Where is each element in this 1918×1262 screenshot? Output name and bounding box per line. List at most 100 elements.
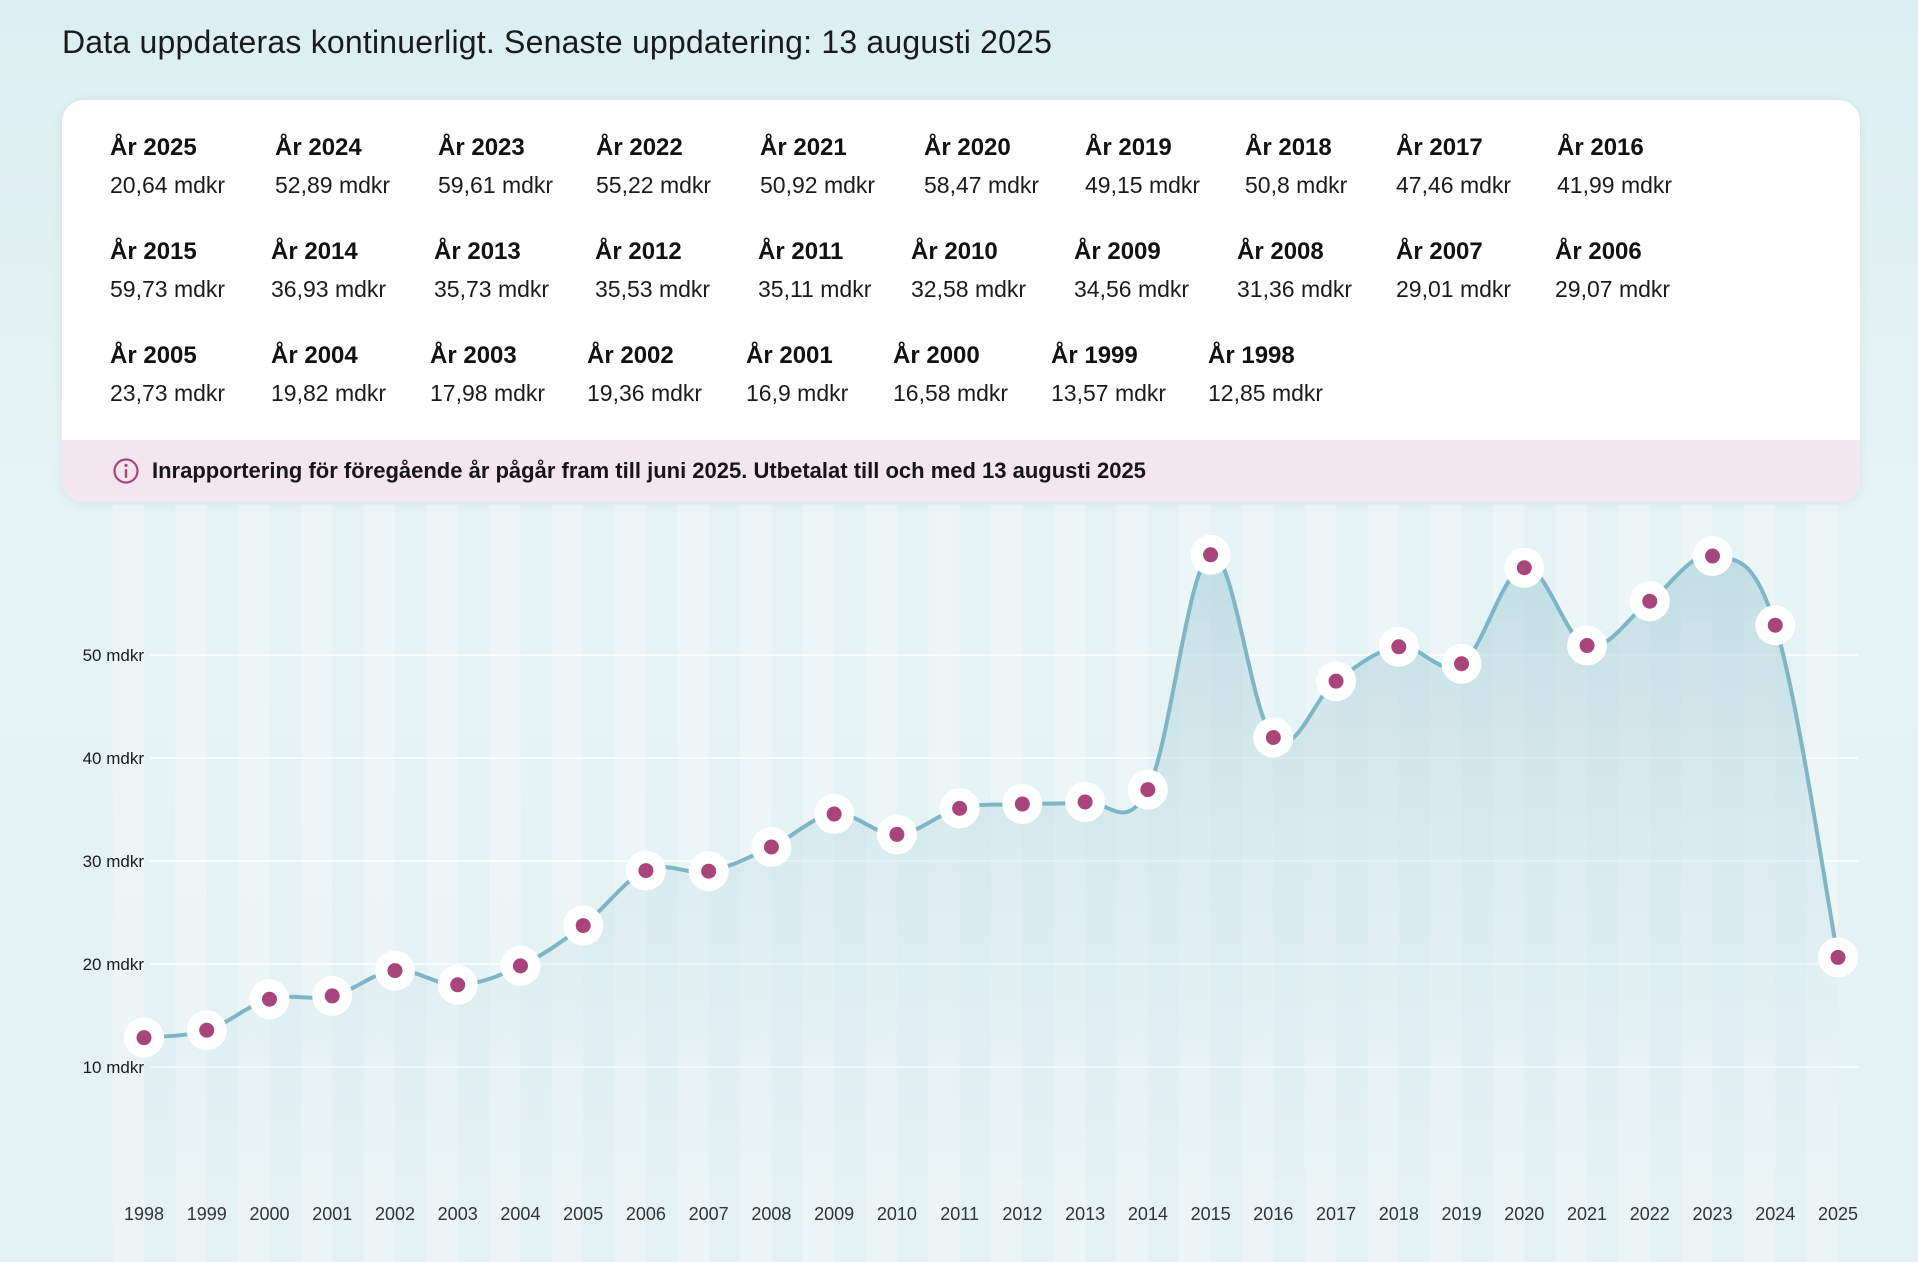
point-marker: [952, 800, 968, 816]
page-title: Data uppdateras kontinuerligt. Senaste u…: [62, 24, 1053, 60]
data-point: [1316, 661, 1357, 702]
y-tick-label: 40 mdkr: [83, 749, 145, 768]
data-point: [751, 826, 792, 867]
year-value: 29,07 mdkr: [1555, 276, 1671, 302]
year-item: År 2003 17,98 mdkr: [430, 342, 545, 407]
point-marker: [889, 826, 905, 842]
data-point: [814, 794, 855, 835]
data-point: [1504, 547, 1545, 588]
year-label: År 2008: [1237, 238, 1324, 265]
point-marker: [1705, 548, 1721, 564]
year-value: 52,89 mdkr: [275, 172, 391, 198]
year-label: År 2009: [1074, 238, 1161, 265]
year-row: År 2025 20,64 mdkr År 2024 52,89 mdkr År 2…: [110, 134, 1810, 238]
year-item: År 2006 29,07 mdkr: [1555, 238, 1670, 303]
x-tick-label: 2022: [1630, 1204, 1670, 1224]
data-point: [876, 814, 917, 855]
year-label: År 2016: [1557, 134, 1644, 161]
data-point: [437, 964, 478, 1005]
year-value: 32,58 mdkr: [911, 276, 1027, 302]
year-item: År 2024 52,89 mdkr: [275, 134, 390, 199]
point-marker: [324, 988, 340, 1004]
year-item: År 2001 16,9 mdkr: [746, 342, 848, 407]
x-tick-label: 2000: [249, 1204, 289, 1224]
year-value: 35,53 mdkr: [595, 276, 711, 302]
data-point: [1253, 717, 1294, 758]
point-marker: [701, 863, 717, 879]
yearly-summary-panel: År 2025 20,64 mdkr År 2024 52,89 mdkr År 2…: [62, 100, 1860, 502]
year-label: År 2003: [430, 342, 517, 369]
x-tick-label: 2017: [1316, 1204, 1356, 1224]
year-value: 41,99 mdkr: [1557, 172, 1673, 198]
year-row: År 2005 23,73 mdkr År 2004 19,82 mdkr År 2…: [110, 342, 1810, 446]
y-axis-labels: 10 mdkr 20 mdkr 30 mdkr 40 mdkr 50 mdkr: [83, 646, 145, 1077]
point-marker: [1140, 782, 1156, 798]
point-marker: [136, 1030, 152, 1046]
year-label: År 2005: [110, 342, 197, 369]
year-value: 35,73 mdkr: [434, 276, 550, 302]
year-value: 36,93 mdkr: [271, 276, 387, 302]
year-value: 49,15 mdkr: [1085, 172, 1201, 198]
year-item: År 2021 50,92 mdkr: [760, 134, 875, 199]
year-item: År 2022 55,22 mdkr: [596, 134, 711, 199]
reporting-notice: Inrapportering för föregående år pågår f…: [62, 440, 1860, 502]
x-tick-label: 2020: [1504, 1204, 1544, 1224]
x-tick-label: 2016: [1253, 1204, 1293, 1224]
data-point: [1065, 781, 1106, 822]
point-marker: [512, 958, 528, 974]
info-icon: [112, 457, 140, 485]
point-marker: [1077, 794, 1093, 810]
year-label: År 2015: [110, 238, 197, 265]
x-tick-label: 2006: [626, 1204, 666, 1224]
point-marker: [1391, 639, 1407, 655]
x-tick-label: 2018: [1379, 1204, 1419, 1224]
year-item: År 2016 41,99 mdkr: [1557, 134, 1672, 199]
y-tick-label: 10 mdkr: [83, 1058, 145, 1077]
year-item: År 2011 35,11 mdkr: [758, 238, 871, 303]
data-point: [249, 979, 290, 1020]
x-tick-label: 2021: [1567, 1204, 1607, 1224]
year-item: År 2025 20,64 mdkr: [110, 134, 225, 199]
x-axis-labels: 1998 1999 2000 2001 2002 2003 2004 2005 2006 2007…: [124, 1204, 1858, 1224]
data-point: [688, 851, 729, 892]
year-label: År 2019: [1085, 134, 1172, 161]
year-item: År 2010 32,58 mdkr: [911, 238, 1026, 303]
year-row: År 2015 59,73 mdkr År 2014 36,93 mdkr År 2…: [110, 238, 1810, 342]
x-tick-label: 2012: [1002, 1204, 1042, 1224]
year-value: 55,22 mdkr: [596, 172, 712, 198]
year-item: År 2009 34,56 mdkr: [1074, 238, 1189, 303]
x-tick-label: 2019: [1442, 1204, 1482, 1224]
data-point: [1127, 769, 1168, 810]
year-value: 23,73 mdkr: [110, 380, 226, 406]
year-label: År 2023: [438, 134, 525, 161]
x-tick-label: 2004: [500, 1204, 540, 1224]
year-item: År 2018 50,8 mdkr: [1245, 134, 1347, 199]
year-label: År 2002: [587, 342, 674, 369]
data-point: [1755, 605, 1796, 646]
x-tick-label: 2014: [1128, 1204, 1168, 1224]
data-point: [1692, 536, 1733, 577]
x-tick-label: 2001: [312, 1204, 352, 1224]
point-marker: [575, 918, 591, 934]
year-label: År 2024: [275, 134, 362, 161]
year-value: 29,01 mdkr: [1396, 276, 1512, 302]
data-point: [1441, 643, 1482, 684]
year-value: 34,56 mdkr: [1074, 276, 1190, 302]
data-point: [1378, 626, 1419, 667]
year-value: 19,36 mdkr: [587, 380, 703, 406]
year-label: År 2004: [271, 342, 358, 369]
point-marker: [1579, 638, 1595, 654]
y-tick-label: 20 mdkr: [83, 955, 145, 974]
year-label: År 2001: [746, 342, 833, 369]
data-point: [563, 905, 604, 946]
year-label: År 2025: [110, 134, 197, 161]
data-point: [124, 1017, 164, 1058]
data-point: [1190, 534, 1231, 575]
year-item: År 2002 19,36 mdkr: [587, 342, 702, 407]
data-point: [500, 945, 541, 986]
year-value: 35,11 mdkr: [758, 276, 872, 302]
point-marker: [1203, 547, 1219, 563]
year-value: 19,82 mdkr: [271, 380, 387, 406]
year-label: År 2014: [271, 238, 358, 265]
y-tick-label: 30 mdkr: [83, 852, 145, 871]
